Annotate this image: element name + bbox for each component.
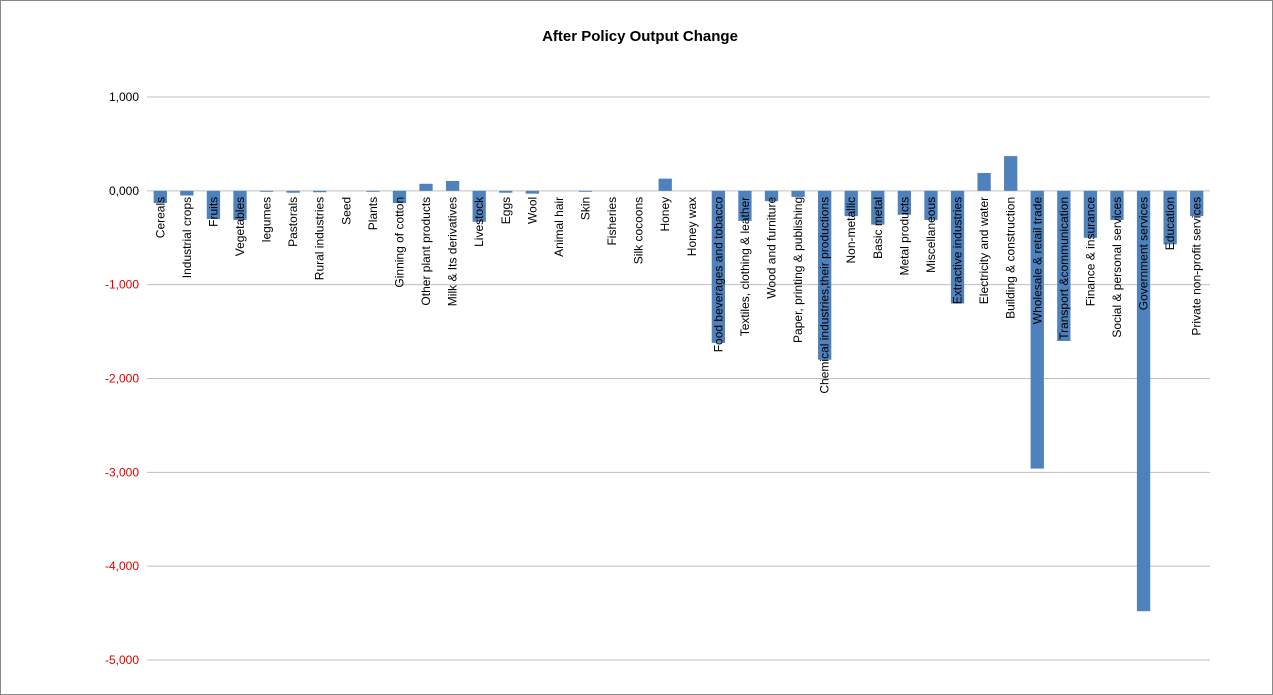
x-tick-label: Wholesale & retail trade xyxy=(1030,197,1044,325)
bar xyxy=(711,190,726,343)
bar xyxy=(499,190,513,193)
bar xyxy=(897,190,912,215)
y-tick-label: -3,000 xyxy=(105,465,139,479)
bar xyxy=(658,178,672,191)
bar xyxy=(445,180,460,191)
bar xyxy=(1057,190,1071,341)
x-tick-label: Honey wax xyxy=(685,197,699,256)
x-tick-label: Education xyxy=(1163,197,1177,250)
x-tick-label: Finance & insurance xyxy=(1083,197,1097,307)
y-tick-label: 1,000 xyxy=(109,90,139,104)
x-tick-label: Food beverages and tobacco xyxy=(711,197,725,353)
bar xyxy=(871,190,885,225)
bar xyxy=(1136,190,1151,612)
x-tick-label: Electricity and water xyxy=(977,197,991,304)
x-tick-label: Metal products xyxy=(897,197,911,276)
x-tick-label: Animal hair xyxy=(552,197,566,257)
x-tick-label: legumes xyxy=(260,197,274,242)
y-tick-label: -4,000 xyxy=(105,559,139,573)
bar xyxy=(180,190,194,196)
bar xyxy=(1110,190,1124,220)
x-tick-label: Chemical industries,their productions xyxy=(818,197,832,394)
x-tick-label: Eggs xyxy=(499,197,513,224)
bar xyxy=(950,190,965,304)
x-tick-label: Ginning of cotton xyxy=(392,197,406,288)
x-tick-label: Industrial crops xyxy=(180,197,194,278)
bar xyxy=(233,190,247,220)
bar xyxy=(924,190,938,220)
x-tick-label: Miscellaneous xyxy=(924,197,938,273)
x-tick-label: Other plant products xyxy=(419,197,433,306)
y-tick-label: -5,000 xyxy=(105,653,139,667)
bar xyxy=(738,190,752,221)
x-tick-label: Basic metal xyxy=(871,197,885,259)
x-tick-label: Fisheries xyxy=(605,197,619,246)
bar xyxy=(1030,190,1044,469)
x-tick-label: Rural industries xyxy=(313,197,327,280)
bar xyxy=(525,190,539,194)
x-tick-label: Wood and furniture xyxy=(765,197,779,299)
bar xyxy=(313,190,327,193)
x-tick-label: Silk cocoons xyxy=(632,197,646,264)
x-tick-label: Seed xyxy=(339,197,353,225)
x-tick-label: Livestock xyxy=(472,196,486,247)
x-tick-label: Honey xyxy=(658,197,672,232)
x-tick-label: Skin xyxy=(578,197,592,220)
x-tick-label: Extractive industries xyxy=(951,197,965,304)
bar xyxy=(1163,190,1177,245)
bar xyxy=(392,190,407,204)
x-tick-label: Transport &communication xyxy=(1057,197,1071,340)
x-tick-label: Social & personal services xyxy=(1110,197,1124,338)
x-tick-label: Vegetables xyxy=(233,197,247,256)
x-tick-label: Milk & Its derivatives xyxy=(446,197,460,306)
bar xyxy=(977,173,991,191)
bar xyxy=(206,190,221,219)
bar xyxy=(472,190,486,222)
bar xyxy=(1004,156,1018,191)
bar xyxy=(818,190,832,360)
bar xyxy=(259,190,274,192)
y-tick-label: -2,000 xyxy=(105,372,139,386)
x-tick-label: Pastorals xyxy=(286,197,300,247)
x-tick-label: Private non-profit services xyxy=(1190,197,1204,336)
chart-title: After Policy Output Change xyxy=(542,28,738,45)
bar xyxy=(153,190,167,204)
x-tick-label: Building & construction xyxy=(1004,197,1018,319)
y-tick-label: 0,000 xyxy=(109,184,139,198)
bar xyxy=(764,190,779,202)
bar xyxy=(366,190,380,192)
bar xyxy=(844,190,858,217)
x-tick-label: Plants xyxy=(366,197,380,230)
bar xyxy=(1083,190,1098,238)
bar xyxy=(578,190,593,192)
bar xyxy=(791,190,805,197)
bar xyxy=(1190,190,1204,217)
x-tick-label: Fruits xyxy=(206,197,220,227)
x-tick-label: Cereals xyxy=(153,197,167,238)
x-tick-label: Government services xyxy=(1137,197,1151,310)
x-tick-label: Wool xyxy=(525,197,539,224)
bar xyxy=(419,183,433,191)
x-tick-label: Paper, printing & publishing xyxy=(791,197,805,343)
y-tick-label: -1,000 xyxy=(105,278,139,292)
bar xyxy=(286,190,300,193)
x-tick-label: Non-metallic xyxy=(844,197,858,264)
x-tick-label: Textiles, clothing & leather xyxy=(738,197,752,336)
